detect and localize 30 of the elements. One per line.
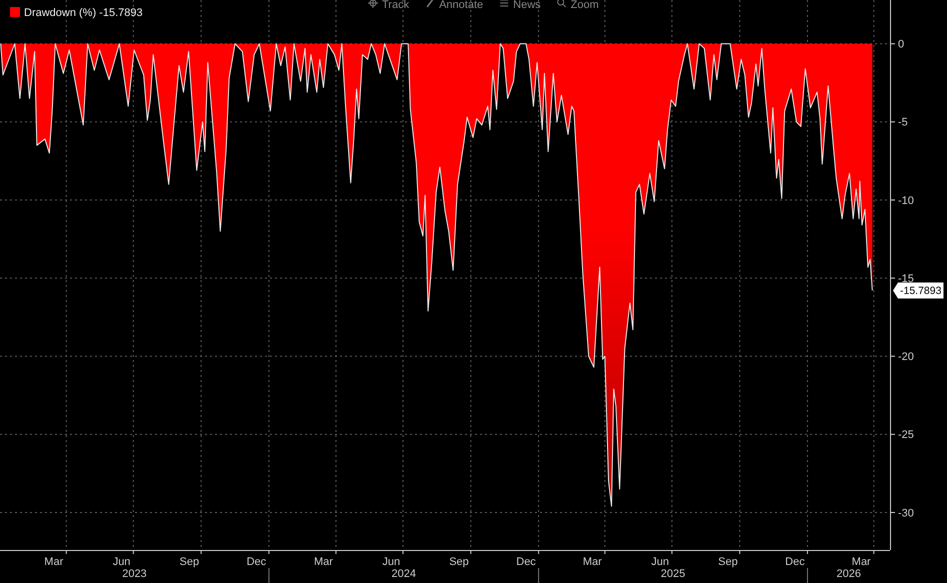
text: 2023 (122, 568, 147, 580)
y-tick-label: -5 (898, 116, 908, 129)
x-tick-label: Dec (246, 556, 267, 568)
x-tick-label: Mar (44, 556, 64, 568)
y-tick-label: -20 (898, 351, 914, 364)
y-tick-label: -30 (898, 507, 914, 520)
x-tick-label: Sep (449, 556, 469, 568)
y-tick-label: 0 (898, 38, 904, 51)
x-tick-label: Sep (718, 556, 738, 568)
x-tick-label: Jun (112, 556, 130, 568)
y-tick-label: -10 (898, 194, 914, 207)
annotation: -15.7893 (900, 285, 942, 298)
annotation: Annotate (439, 0, 484, 11)
x-tick-label: Jun (382, 556, 400, 568)
x-tick-label: Dec (785, 556, 806, 568)
legend-label: Drawdown (%) -15.7893 (24, 7, 143, 19)
annotation: Track (382, 0, 410, 11)
x-tick-label: Sep (180, 556, 200, 568)
x-tick-label: Dec (516, 556, 536, 568)
annotation: News (513, 0, 542, 11)
x-tick-label: Jun (651, 556, 670, 568)
text: 2026 (836, 568, 861, 580)
y-tick-label: -15 (898, 272, 914, 285)
text: 2025 (660, 568, 686, 580)
annotation: Zoom (570, 0, 599, 11)
y-tick-label: -25 (898, 429, 914, 442)
x-tick-label: Mar (582, 556, 602, 568)
text: 2024 (392, 568, 416, 580)
x-tick-label: Mar (314, 556, 334, 568)
x-tick-label: Mar (852, 556, 872, 568)
